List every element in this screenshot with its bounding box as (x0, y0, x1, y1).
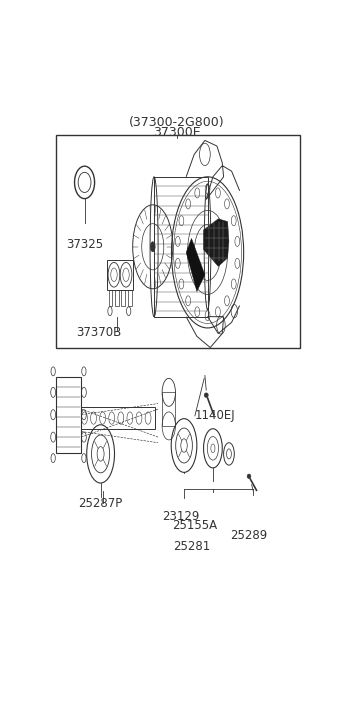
Bar (56, 377, 81, 452)
Bar (121, 291, 125, 305)
Text: 37325: 37325 (66, 238, 103, 252)
Polygon shape (204, 219, 229, 266)
Bar (162, 393, 176, 426)
Text: 37300E: 37300E (153, 126, 201, 139)
Text: 1140EJ: 1140EJ (194, 409, 235, 422)
Bar (154, 177, 208, 317)
Bar (107, 260, 133, 291)
Circle shape (150, 242, 155, 252)
Text: 25289: 25289 (230, 529, 268, 542)
Ellipse shape (247, 474, 251, 478)
Bar (109, 291, 112, 305)
Bar (115, 291, 119, 305)
Bar (128, 291, 132, 305)
Polygon shape (186, 238, 205, 292)
Text: 25287P: 25287P (78, 497, 123, 510)
Text: 37370B: 37370B (77, 326, 122, 340)
Text: 25281: 25281 (173, 539, 210, 553)
Text: 25155A: 25155A (171, 519, 217, 532)
Bar (57, 134, 300, 348)
Bar (81, 407, 156, 429)
Text: (37300-2G800): (37300-2G800) (129, 116, 225, 129)
Ellipse shape (204, 393, 208, 398)
Text: 23129: 23129 (162, 510, 199, 523)
